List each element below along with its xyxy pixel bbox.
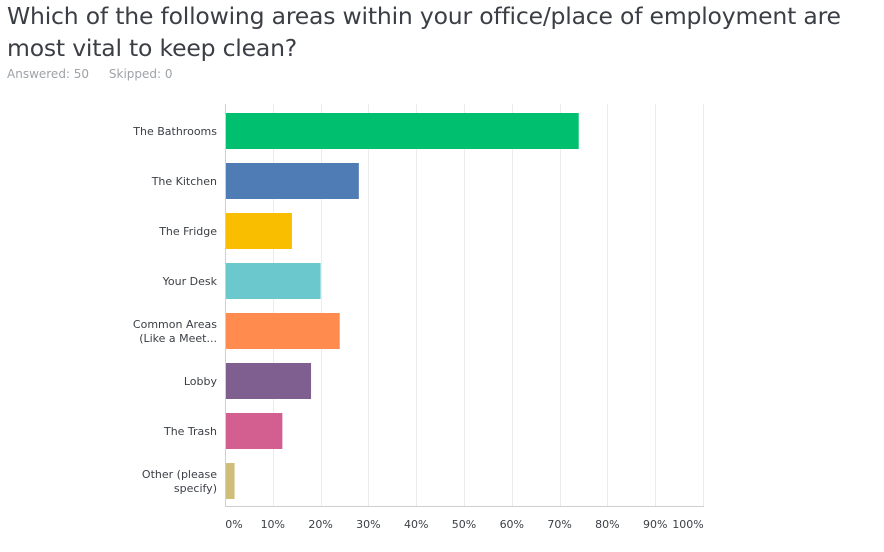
- bar: [225, 163, 359, 199]
- category-label: Your Desk: [162, 275, 218, 288]
- skipped-count: Skipped: 0: [108, 67, 173, 81]
- x-tick-label: 30%: [356, 518, 380, 531]
- answered-count: Answered: 50: [7, 67, 90, 81]
- x-tick-label: 0%: [225, 518, 242, 531]
- bar: [225, 263, 321, 299]
- category-label: The Kitchen: [151, 175, 217, 188]
- x-tick-label: 100%: [672, 518, 703, 531]
- bar: [225, 113, 579, 149]
- bar: [225, 363, 312, 399]
- x-tick-label: 40%: [404, 518, 428, 531]
- question-title: Which of the following areas within your…: [7, 2, 841, 62]
- x-tick-label: 60%: [500, 518, 524, 531]
- bar: [225, 313, 340, 349]
- category-label: Common Areas (Like a Meet...: [133, 318, 217, 345]
- x-tick-label: 50%: [452, 518, 476, 531]
- x-tick-label: 80%: [595, 518, 619, 531]
- x-tick-label: 70%: [547, 518, 571, 531]
- category-label: Lobby: [184, 375, 218, 388]
- x-tick-label: 10%: [261, 518, 285, 531]
- bar: [225, 413, 283, 449]
- response-summary: Answered: 50 Skipped: 0: [7, 67, 189, 81]
- x-tick-label: 20%: [308, 518, 332, 531]
- category-label: The Trash: [163, 425, 217, 438]
- bar: [225, 463, 235, 499]
- category-label: The Fridge: [158, 225, 217, 238]
- bar: [225, 213, 292, 249]
- category-label: Other (please specify): [142, 468, 217, 495]
- category-label: The Bathrooms: [132, 125, 217, 138]
- x-tick-label: 90%: [643, 518, 667, 531]
